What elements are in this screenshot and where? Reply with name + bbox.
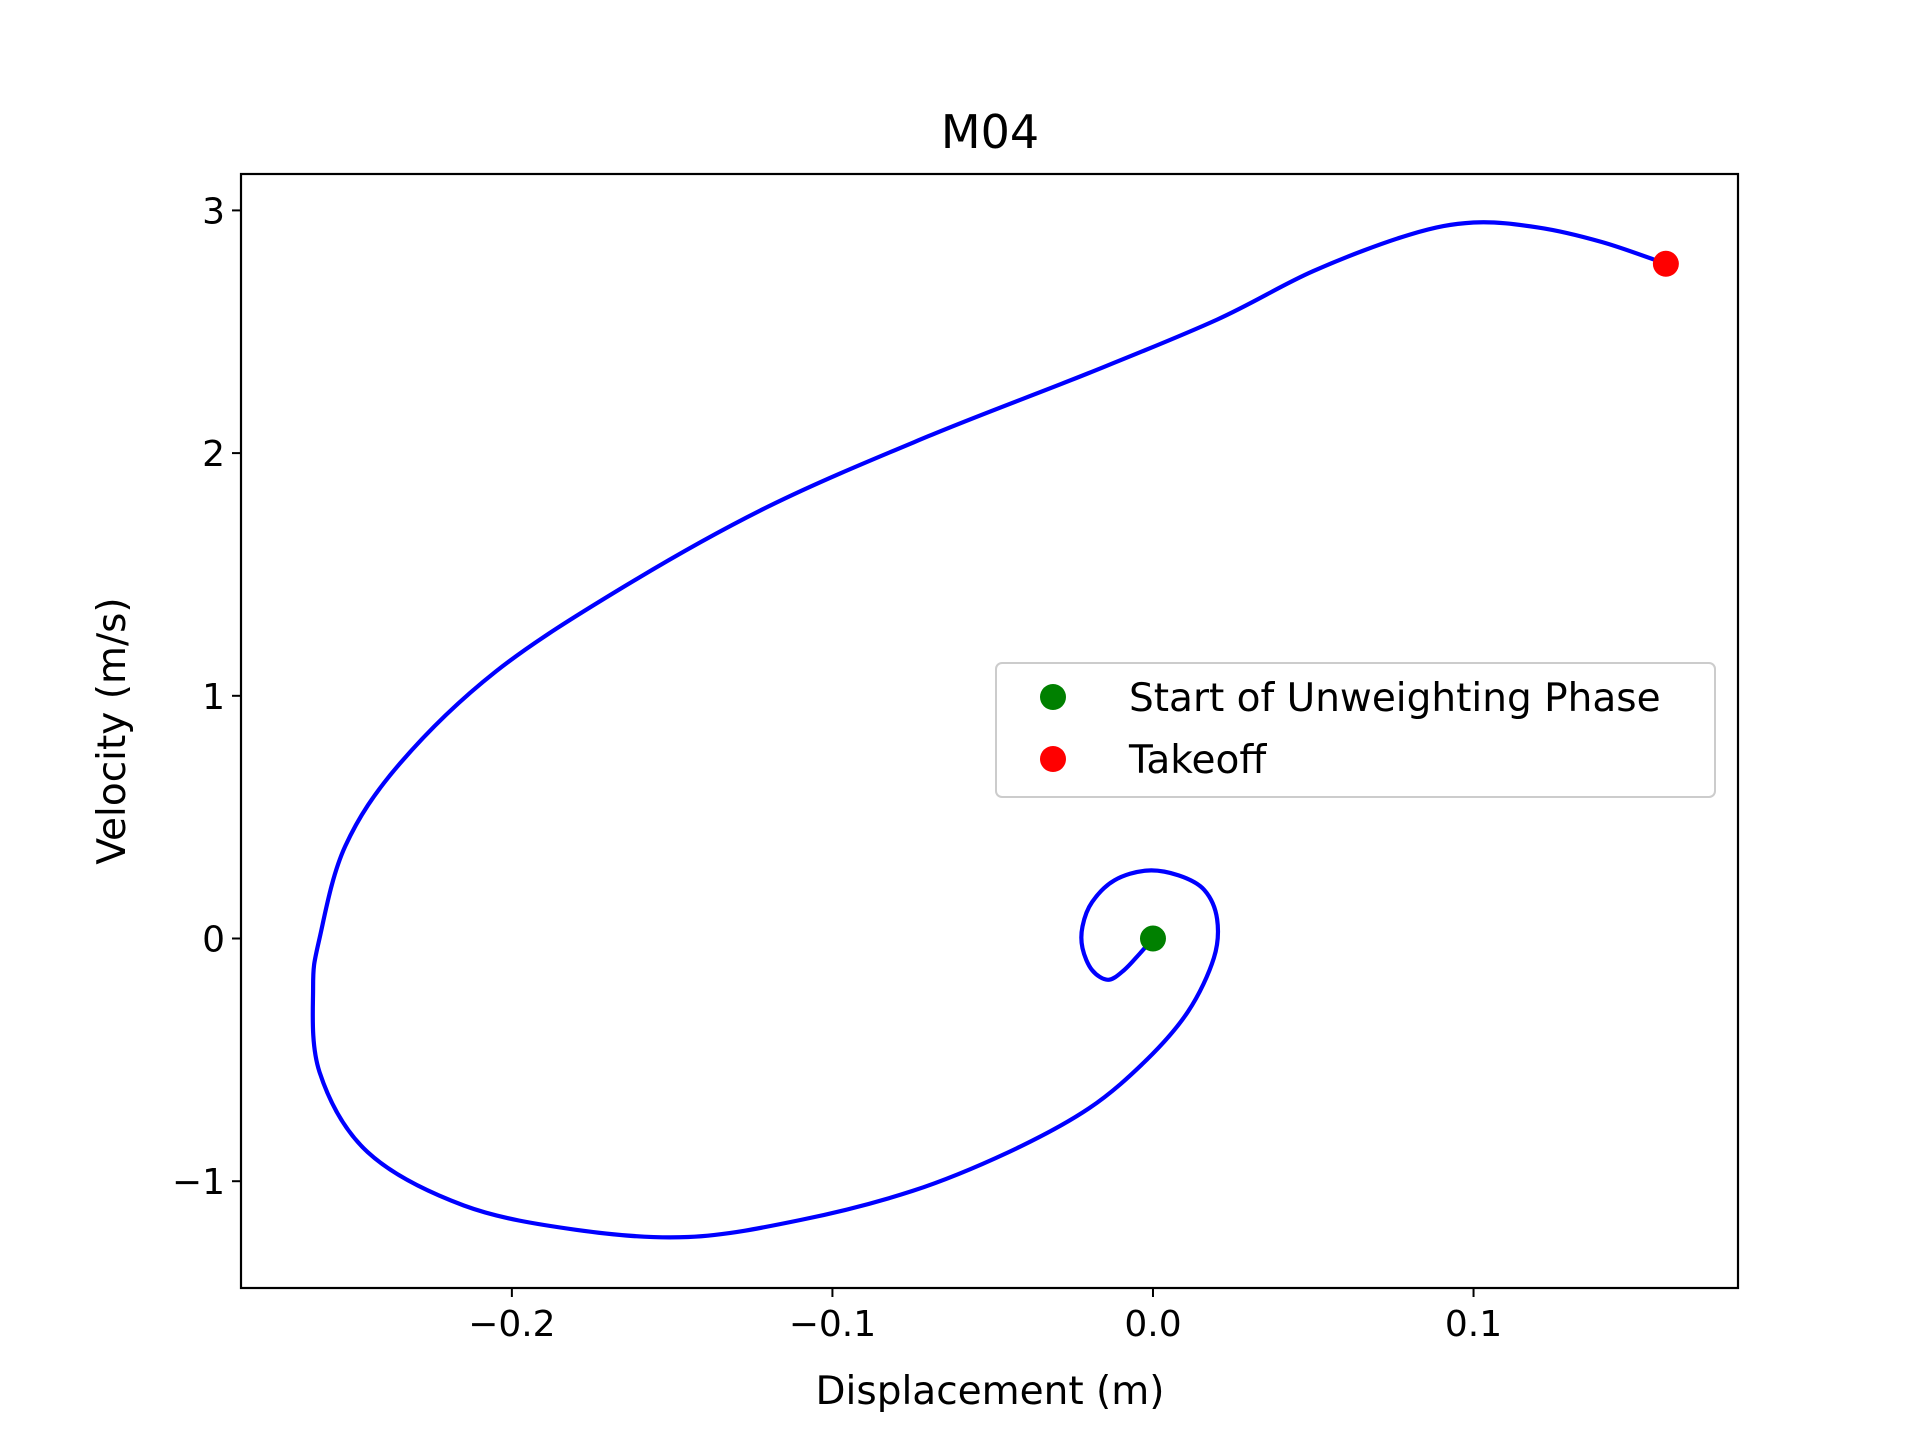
x-axis-label: Displacement (m) <box>816 1369 1165 1414</box>
takeoff-marker <box>1652 250 1679 277</box>
legend-marker-start <box>1040 684 1066 710</box>
x-tick-label: 0.1 <box>1445 1304 1502 1345</box>
phase-trajectory-line <box>310 220 1668 1240</box>
y-tick-label: 0 <box>202 920 225 961</box>
y-axis-label: Velocity (m/s) <box>90 597 135 864</box>
plot-area <box>310 220 1679 1240</box>
start-unweighting-marker <box>1139 925 1166 952</box>
chart-title: M04 <box>941 105 1039 159</box>
legend-box <box>995 662 1716 798</box>
legend: Start of Unweighting Phase Takeoff <box>995 662 1716 798</box>
ticks: −0.2 −0.1 0.0 0.1 −1 0 1 2 3 <box>172 191 1502 1345</box>
y-tick-label: 2 <box>202 434 225 475</box>
axes-frame <box>239 172 1740 1290</box>
y-tick-label: −1 <box>172 1162 225 1203</box>
legend-label-start: Start of Unweighting Phase <box>1129 676 1661 721</box>
y-tick-label: 1 <box>202 677 225 718</box>
x-tick-label: −0.1 <box>789 1304 876 1345</box>
legend-label-takeoff: Takeoff <box>1128 738 1267 783</box>
legend-marker-takeoff <box>1040 746 1066 772</box>
x-tick-label: 0.0 <box>1124 1304 1181 1345</box>
y-tick-label: 3 <box>202 191 225 232</box>
x-tick-label: −0.2 <box>468 1304 555 1345</box>
